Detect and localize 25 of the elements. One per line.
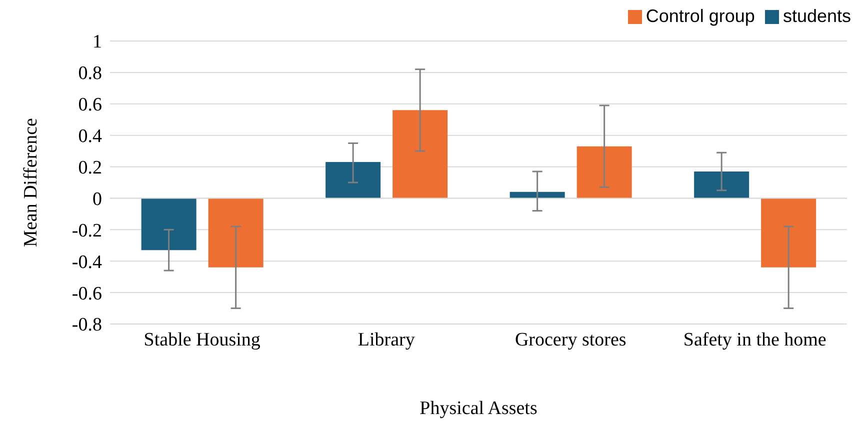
bar — [761, 198, 816, 268]
y-tick-label: 0.6 — [78, 94, 102, 116]
y-axis-title: Mean Difference — [20, 118, 42, 247]
bar — [326, 162, 381, 198]
y-tick-label: 0.2 — [78, 158, 102, 179]
legend-label: students — [782, 6, 851, 26]
y-tick-label: 0 — [92, 188, 102, 210]
bar — [576, 146, 632, 198]
bar — [392, 110, 448, 198]
x-tick-label: Stable Housing — [144, 329, 261, 350]
x-tick-label: Grocery stores — [514, 329, 626, 350]
bar — [694, 171, 750, 198]
y-tick-label: -0.2 — [72, 220, 102, 242]
x-tick-label: Safety in the home — [683, 329, 826, 350]
legend-label: Control group — [646, 6, 755, 26]
y-tick-label: -0.4 — [72, 252, 102, 273]
x-tick-label: Library — [358, 329, 416, 350]
y-tick-label: 0.8 — [78, 63, 102, 84]
x-axis-title: Physical Assets — [420, 398, 538, 419]
bar — [208, 198, 264, 268]
bar — [141, 198, 196, 250]
y-tick-label: -0.8 — [72, 314, 102, 336]
y-tick-label: 0.4 — [78, 126, 102, 148]
y-tick-label: -0.6 — [72, 283, 102, 304]
y-tick-label: 1 — [92, 32, 102, 53]
